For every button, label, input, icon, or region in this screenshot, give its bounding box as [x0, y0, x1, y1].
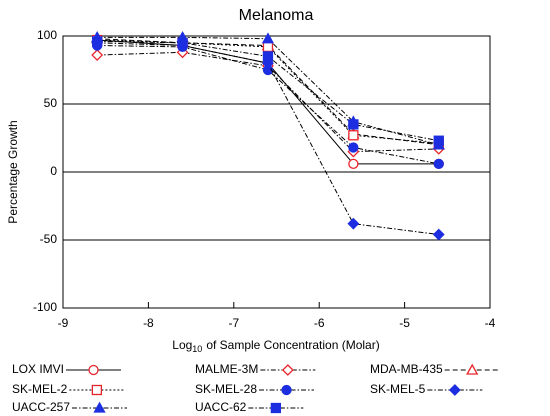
marker: [91, 49, 104, 61]
x-label-rest: of Sample Concentration (Molar): [206, 338, 379, 352]
legend-label: UACC-257: [12, 400, 70, 414]
marker: [348, 119, 359, 130]
legend-label: SK-MEL-28: [195, 382, 257, 396]
marker: [448, 384, 461, 396]
y-tick-label: -100: [33, 300, 57, 314]
x-label-subscript: 10: [192, 344, 202, 354]
legend-label: MALME-3M: [195, 362, 258, 376]
x-tick-label: -9: [58, 316, 69, 330]
x-tick-label: -6: [314, 316, 325, 330]
x-axis-label: Log10 of Sample Concentration (Molar): [172, 338, 379, 354]
legend-entry: LOX IMVI: [12, 362, 122, 376]
legend-entry: SK-MEL-28: [195, 382, 315, 396]
legend-entry: MDA-MB-435: [370, 362, 500, 376]
legend-label: SK-MEL-2: [12, 382, 68, 396]
chart-title: Melanoma: [239, 7, 314, 24]
marker: [262, 51, 274, 62]
x-label-base: Log: [172, 338, 192, 352]
legend-entry: UACC-62: [195, 400, 304, 414]
marker: [281, 384, 292, 396]
marker: [347, 217, 360, 230]
legend-entry: MALME-3M: [195, 362, 316, 376]
legend-entry: SK-MEL-5: [370, 382, 483, 396]
legend-label: LOX IMVI: [12, 362, 64, 376]
legend-label: MDA-MB-435: [370, 362, 443, 376]
x-tick-label: -8: [143, 316, 154, 330]
marker: [261, 32, 275, 44]
marker: [92, 36, 103, 47]
marker: [348, 130, 359, 141]
marker: [177, 37, 188, 48]
marker: [88, 364, 99, 376]
x-tick-label: -5: [399, 316, 410, 330]
legend-entry: SK-MEL-2: [12, 382, 125, 396]
y-axis-label: Percentage Growth: [6, 120, 20, 223]
marker: [91, 384, 103, 396]
marker: [433, 158, 444, 169]
x-tick-label: -4: [485, 316, 496, 330]
y-tick-label: 100: [37, 28, 57, 42]
marker: [281, 364, 294, 376]
marker: [348, 158, 359, 169]
marker: [432, 228, 445, 241]
legend-label: UACC-62: [195, 400, 247, 414]
marker: [93, 401, 106, 413]
series-line: [97, 45, 439, 165]
marker: [270, 402, 282, 414]
legend-entry: UACC-257: [12, 400, 128, 414]
marker: [262, 41, 274, 53]
y-tick-label: 0: [50, 164, 57, 178]
legend-label: SK-MEL-5: [370, 382, 426, 396]
marker: [466, 363, 479, 375]
x-tick-label: -7: [228, 316, 239, 330]
marker: [348, 142, 359, 153]
y-tick-label: -50: [40, 232, 58, 246]
y-tick-label: 50: [44, 96, 58, 110]
marker: [433, 135, 444, 146]
